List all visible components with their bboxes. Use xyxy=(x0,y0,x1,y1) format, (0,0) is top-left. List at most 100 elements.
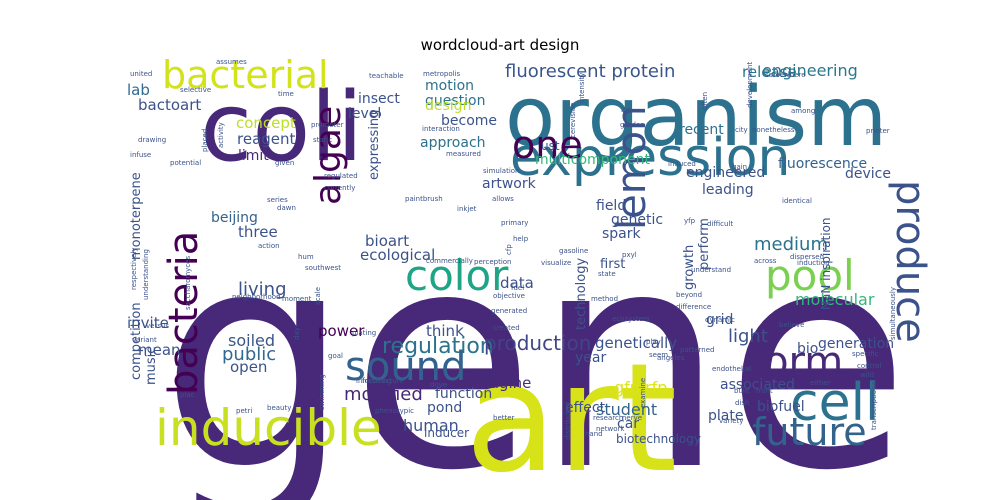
word-simulation: simulation xyxy=(483,167,520,175)
word-front: front xyxy=(756,387,773,395)
word-open: open xyxy=(230,358,267,376)
word-produce: produce xyxy=(887,180,933,343)
word-art: art xyxy=(465,332,677,500)
word-dawn: dawn xyxy=(277,204,296,212)
word-understanding: understanding xyxy=(142,249,150,300)
word-transcriptional: transcriptional xyxy=(870,379,878,430)
word-gfp-rfp: gfp rfp xyxy=(614,378,667,397)
word-invite: invite xyxy=(127,314,169,332)
word-plac: plac xyxy=(180,391,195,399)
word-spark: spark xyxy=(602,226,642,242)
word-release: release xyxy=(742,63,797,81)
word-created: created xyxy=(493,324,520,332)
word-research: research xyxy=(593,414,623,422)
word-series: series xyxy=(267,196,288,204)
word-united: united xyxy=(130,70,152,78)
word-generated: generated xyxy=(491,307,527,315)
word-inkjet: inkjet xyxy=(457,205,477,213)
word-car: car xyxy=(617,416,639,432)
word-music: music xyxy=(144,347,159,385)
word-scale: scale xyxy=(314,287,322,305)
word-dynamic: dynamic xyxy=(705,316,735,324)
word-motion: motion xyxy=(425,78,474,94)
word-year: year xyxy=(575,350,606,366)
word-endothelial: endothelial xyxy=(712,365,751,373)
word-simultaneously: simultaneously xyxy=(889,287,897,340)
word-form: form xyxy=(750,339,843,385)
word-bio: bio xyxy=(797,341,818,357)
word-among: among xyxy=(791,107,815,115)
word-bacterial: bacterial xyxy=(162,53,329,97)
word-expressing: expressing xyxy=(367,110,382,180)
word-fluorescence: fluorescence xyxy=(778,156,867,172)
word-leading: leading xyxy=(702,182,754,198)
word-regulation: regulation xyxy=(382,334,494,359)
word-nonetheless: nonetheless xyxy=(752,126,795,134)
word-power: power xyxy=(318,322,365,340)
word-commercially: commercially xyxy=(426,257,473,265)
word-beijing: beijing xyxy=(211,210,258,226)
word-bacteria: bacteria xyxy=(161,231,207,395)
word-action: action xyxy=(258,242,280,250)
word-plate: plate xyxy=(708,408,743,424)
word-one: one xyxy=(512,123,583,167)
word-insect: insect xyxy=(358,91,400,107)
word-future: future xyxy=(752,410,867,454)
word-objective: objective xyxy=(493,292,525,300)
word-method: method xyxy=(591,295,618,303)
word-lemon: lemon xyxy=(609,105,655,230)
word-visualize: visualize xyxy=(541,259,571,267)
word-ust: ust xyxy=(541,139,560,153)
word-pond: pond xyxy=(427,400,462,416)
word-teachable: teachable xyxy=(369,72,404,80)
word-either: either xyxy=(810,379,831,387)
word-difficult: difficult xyxy=(707,220,733,228)
word-often: often xyxy=(701,92,709,110)
word-artwork: artwork xyxy=(482,176,537,192)
word-angeles: angeles xyxy=(657,354,685,362)
word-induction: induction xyxy=(797,259,830,267)
word-beauty: beauty xyxy=(267,404,291,412)
word-built: built xyxy=(734,387,750,395)
word-control: control xyxy=(857,362,881,370)
word-allows: allows xyxy=(492,195,514,203)
word-field: field xyxy=(596,198,626,214)
word-growth: growth xyxy=(682,245,697,290)
word-infrastructure: infrastructure xyxy=(356,377,404,385)
word-associated: associated xyxy=(720,377,795,393)
word-color: color xyxy=(405,251,509,300)
word-level: level xyxy=(348,106,381,122)
word-variety: variety xyxy=(719,417,743,425)
word-imagine: imagine xyxy=(471,374,531,392)
word-data: data xyxy=(500,274,534,292)
word-phenotypic: phenotypic xyxy=(375,407,414,415)
word-function: function xyxy=(435,386,492,402)
word-day: day xyxy=(293,327,301,340)
word-inducer: inducer xyxy=(424,426,469,440)
word-intensity: intensity xyxy=(578,73,586,103)
word-neighborhood: neighborhood xyxy=(232,293,281,301)
word-static: static xyxy=(313,136,332,144)
word-first: first xyxy=(600,257,625,272)
word-genetic: genetic xyxy=(611,212,663,228)
word-infuse: infuse xyxy=(130,151,151,159)
word-nerve: nerve xyxy=(622,414,642,422)
word-approach: approach xyxy=(420,135,486,151)
word-promoter: promoter xyxy=(311,121,344,129)
word-time: time xyxy=(278,90,294,98)
word-gain: gain xyxy=(732,163,747,171)
word-assumes: assumes xyxy=(216,58,247,66)
word-recent: recent xyxy=(679,122,724,138)
word-three: three xyxy=(238,223,278,241)
word-measured: measured xyxy=(446,150,481,158)
word-paintbrush: paintbrush xyxy=(405,195,443,203)
word-development: development xyxy=(746,62,754,108)
word-identical: identical xyxy=(782,197,812,205)
word-expression: expression xyxy=(510,128,791,188)
word-lab: lab xyxy=(127,81,150,99)
word-gasoline: gasoline xyxy=(559,247,588,255)
word-drawing: drawing xyxy=(138,136,166,144)
word-help: help xyxy=(513,235,529,243)
word-garden: garden xyxy=(620,121,645,129)
